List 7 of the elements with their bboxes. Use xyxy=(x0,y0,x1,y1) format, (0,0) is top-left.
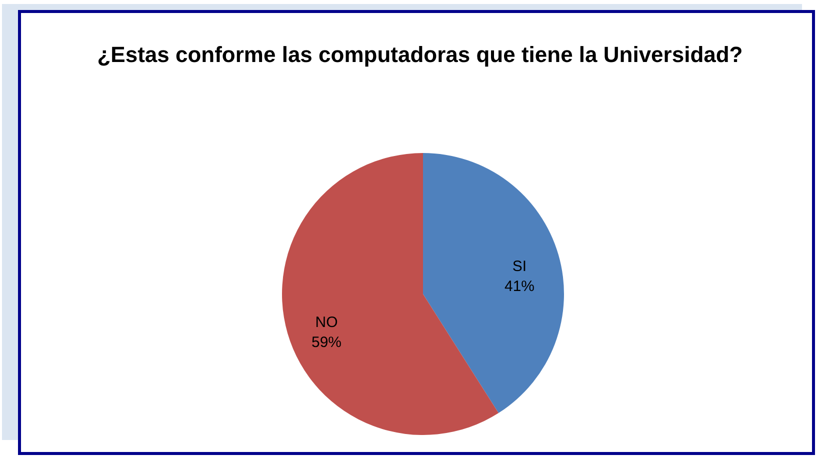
pie-slice xyxy=(282,153,499,435)
data-label: 59% xyxy=(311,334,342,352)
slice-label: NO xyxy=(315,314,338,332)
pie-slice xyxy=(423,153,564,414)
chart-title: ¿Estas conforme las computadoras que tiene la Universidad? xyxy=(96,41,744,69)
slice-label: SI xyxy=(512,258,527,275)
data-label: 41% xyxy=(504,278,535,295)
